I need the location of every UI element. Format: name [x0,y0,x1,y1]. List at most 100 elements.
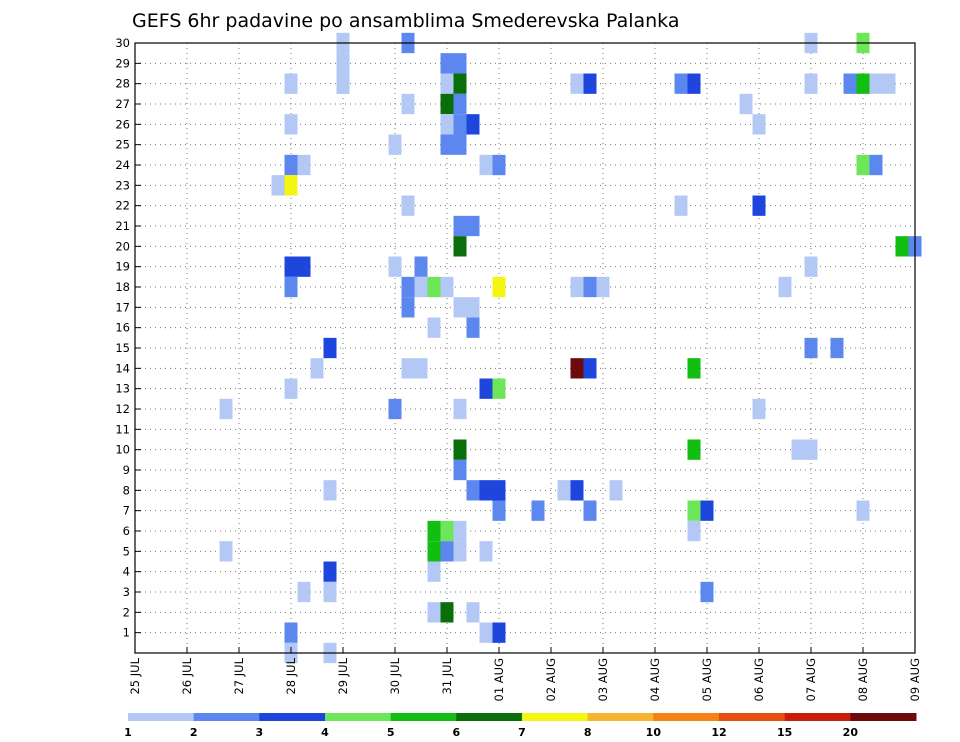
data-cell [453,297,467,318]
colorbar-swatch [193,713,260,721]
data-cell [804,439,818,460]
data-cell [427,541,441,562]
y-tick-label: 18 [115,280,130,294]
data-cell [882,73,896,94]
data-cell [609,480,623,501]
data-cell [414,256,428,277]
data-cell [453,134,467,155]
y-tick-label: 9 [123,463,130,477]
data-cell [440,602,454,623]
data-cell [427,520,441,542]
grid-lines [135,42,915,653]
y-axis: 1234567891011121314151617181920212223242… [115,36,141,640]
data-cell [440,93,454,115]
y-tick-label: 16 [115,321,130,335]
y-tick-label: 13 [115,382,130,396]
data-cell [479,480,493,501]
x-tick-label: 01 AUG [492,658,506,701]
data-cell [804,337,818,359]
data-cell [466,602,480,623]
data-cell [310,358,324,379]
data-cell [856,154,870,176]
colorbar-label: 7 [518,726,526,739]
data-cell [284,276,298,298]
y-tick-label: 22 [115,199,130,213]
x-tick-label: 25 JUL [128,657,142,694]
data-cell [284,256,298,277]
y-tick-label: 15 [115,341,130,355]
data-cell [869,154,883,176]
data-cell [570,480,584,501]
data-cells [219,32,922,664]
data-cell [479,622,493,643]
x-tick-label: 04 AUG [648,658,662,701]
data-cell [895,236,909,257]
data-cell [453,215,467,237]
x-tick-label: 28 JUL [284,657,298,694]
data-cell [687,500,701,521]
x-tick-label: 29 JUL [336,657,350,694]
data-cell [440,114,454,135]
data-cell [843,73,857,94]
data-cell [284,622,298,643]
colorbar-label: 12 [711,726,726,739]
data-cell [453,236,467,257]
data-cell [453,93,467,115]
data-cell [778,276,792,298]
data-cell [401,297,415,318]
y-tick-label: 12 [115,402,130,416]
colorbar-label: 6 [453,726,461,739]
x-tick-label: 30 JUL [388,657,402,694]
data-cell [479,154,493,176]
data-cell [284,73,298,94]
data-cell [219,541,233,562]
data-cell [440,53,454,74]
y-tick-label: 3 [123,585,130,599]
colorbar-swatch [325,713,392,721]
data-cell [323,480,337,501]
colorbar-swatch [850,713,917,721]
data-cell [583,358,597,379]
data-cell [414,358,428,379]
data-cell [791,439,805,460]
x-tick-label: 08 AUG [856,658,870,701]
y-tick-label: 2 [123,605,130,619]
data-cell [492,276,506,298]
y-tick-label: 11 [115,422,130,436]
data-cell [401,358,415,379]
y-tick-label: 20 [115,239,130,253]
data-cell [466,480,480,501]
data-cell [388,134,402,155]
data-cell [401,276,415,298]
data-cell [752,195,766,216]
data-cell [336,73,350,94]
data-cell [427,317,441,338]
data-cell [570,73,584,94]
data-cell [700,500,714,521]
data-cell [453,398,467,420]
data-cell [570,276,584,298]
x-tick-label: 27 JUL [232,657,246,694]
data-cell [401,93,415,115]
data-cell [427,602,441,623]
colorbar-label: 8 [584,726,592,739]
data-cell [687,520,701,542]
data-cell [804,73,818,94]
x-tick-label: 03 AUG [596,658,610,701]
y-tick-label: 17 [115,300,130,314]
x-tick-label: 09 AUG [908,658,922,701]
data-cell [284,175,298,196]
data-cell [323,337,337,359]
colorbar-label: 5 [387,726,395,739]
y-tick-label: 30 [115,36,130,50]
colorbar-swatch [128,713,195,721]
x-tick-label: 26 JUL [180,657,194,694]
data-cell [583,73,597,94]
y-tick-label: 21 [115,219,130,233]
data-cell [492,378,506,399]
data-cell [427,561,441,582]
colorbar-swatch [719,713,786,721]
data-cell [440,134,454,155]
data-cell [869,73,883,94]
data-cell [453,73,467,94]
